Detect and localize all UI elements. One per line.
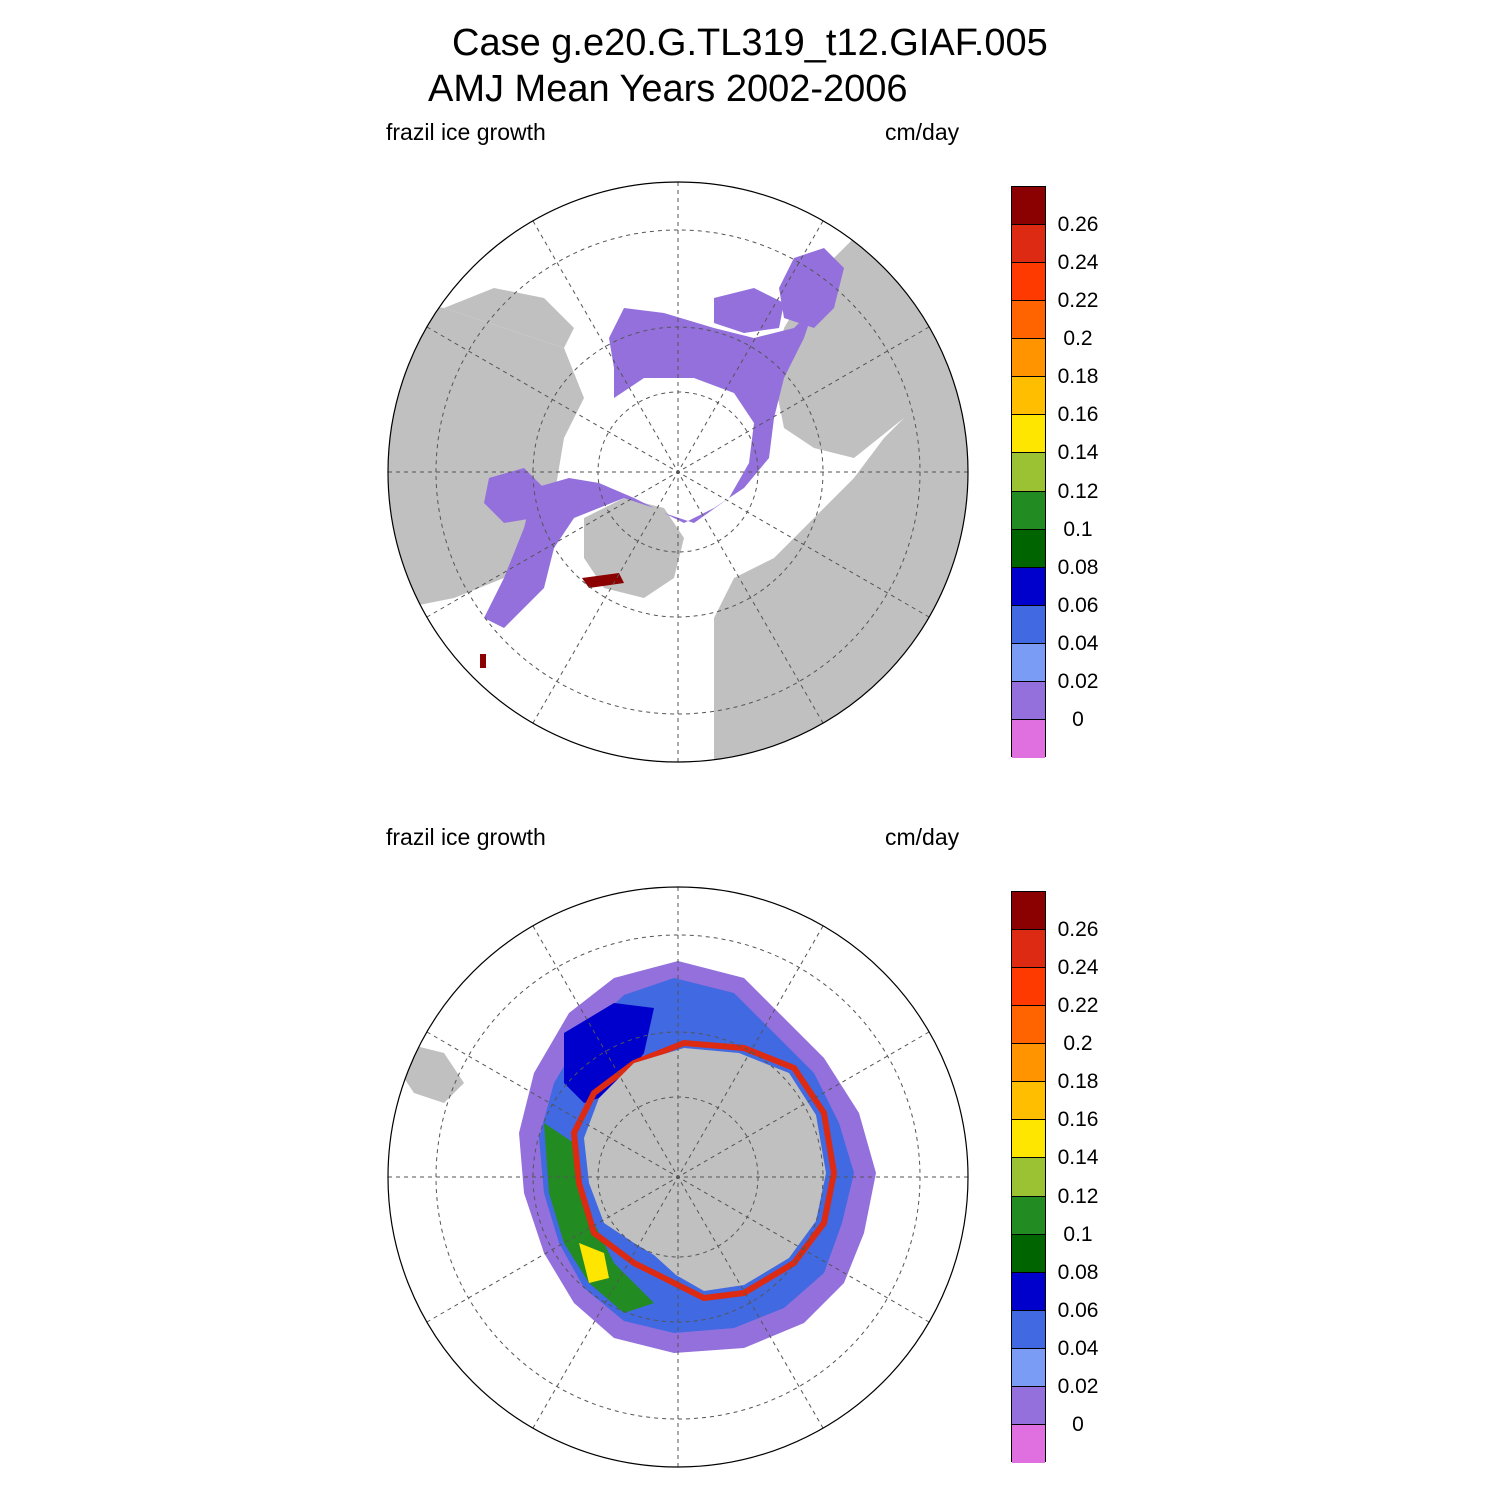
colorbar-box	[1012, 643, 1045, 682]
colorbar-tick-label: 0.04	[1057, 631, 1099, 655]
colorbar-box	[1012, 453, 1045, 492]
south-variable-label: frazil ice growth	[386, 824, 546, 850]
colorbar-box	[1012, 491, 1045, 530]
north-high-growth-spot	[480, 654, 486, 668]
colorbar-box	[1012, 301, 1045, 340]
north-okhotsk-ice	[714, 288, 784, 333]
colorbar-tick-label: 0.16	[1057, 403, 1099, 427]
colorbar-tick-label: 0.2	[1063, 327, 1093, 351]
colorbar-tick-label: 0.18	[1057, 1070, 1099, 1094]
colorbar-box	[1012, 187, 1045, 226]
south-ice-growth-darkblue	[564, 1003, 654, 1103]
north-arctic-ice	[484, 278, 844, 628]
south-ice-growth-green	[544, 1123, 654, 1313]
colorbar-tick-label: 0.2	[1063, 1032, 1093, 1056]
colorbar-box	[1012, 567, 1045, 606]
colorbar-tick-label: 0.12	[1057, 1184, 1099, 1208]
south-colorbar	[1011, 891, 1046, 1463]
north-hudson-ice	[484, 468, 544, 523]
colorbar-tick-label: 0.06	[1057, 1298, 1099, 1322]
colorbar-tick-label: 0.06	[1057, 593, 1099, 617]
colorbar-box	[1012, 529, 1045, 568]
colorbar-tick-label: 0.14	[1057, 441, 1099, 465]
colorbar-tick-label: 0.12	[1057, 479, 1099, 503]
colorbar-box	[1012, 1006, 1045, 1045]
colorbar-box	[1012, 1158, 1045, 1197]
colorbar-box	[1012, 415, 1045, 454]
colorbar-box	[1012, 225, 1045, 264]
colorbar-box	[1012, 377, 1045, 416]
colorbar-tick-label: 0.24	[1057, 956, 1099, 980]
colorbar-tick-label: 0.18	[1057, 365, 1099, 389]
south-antarctica-land	[584, 1048, 826, 1291]
colorbar-tick-label: 0.26	[1057, 213, 1099, 237]
colorbar-tick-label: 0.04	[1057, 1336, 1099, 1360]
colorbar-tick-label: 0.16	[1057, 1108, 1099, 1132]
colorbar-tick-label: 0.26	[1057, 918, 1099, 942]
colorbar-tick-label: 0.22	[1057, 994, 1099, 1018]
colorbar-tick-label: 0.08	[1057, 1260, 1099, 1284]
colorbar-tick-label: 0.24	[1057, 251, 1099, 275]
south-polar-map	[387, 886, 969, 1468]
colorbar-box	[1012, 263, 1045, 302]
north-asia-east-land	[444, 288, 574, 348]
colorbar-box	[1012, 1234, 1045, 1273]
south-ice-growth-yellow	[579, 1243, 609, 1283]
north-variable-label: frazil ice growth	[386, 119, 546, 145]
colorbar-tick-label: 0	[1072, 1412, 1084, 1436]
colorbar-box	[1012, 1348, 1045, 1387]
south-units-label: cm/day	[885, 824, 960, 850]
colorbar-box	[1012, 1196, 1045, 1235]
south-coastal-high-growth	[570, 1039, 838, 1302]
north-polar-map	[387, 181, 969, 763]
colorbar-box	[1012, 681, 1045, 720]
colorbar-box	[1012, 339, 1045, 378]
colorbar-box	[1012, 1272, 1045, 1311]
colorbar-tick-label: 0.02	[1057, 669, 1099, 693]
colorbar-box	[1012, 719, 1045, 758]
colorbar-tick-label: 0.08	[1057, 555, 1099, 579]
colorbar-box	[1012, 892, 1045, 931]
colorbar-tick-label: 0.22	[1057, 289, 1099, 313]
colorbar-box	[1012, 1044, 1045, 1083]
colorbar-tick-label: 0.1	[1063, 1222, 1093, 1246]
colorbar-box	[1012, 930, 1045, 969]
colorbar-box	[1012, 1082, 1045, 1121]
figure-title-line1: Case g.e20.G.TL319_t12.GIAF.005	[452, 22, 1048, 64]
colorbar-box	[1012, 1310, 1045, 1349]
figure-title-line2: AMJ Mean Years 2002-2006	[428, 68, 908, 110]
colorbar-box	[1012, 1120, 1045, 1159]
north-colorbar	[1011, 186, 1046, 758]
colorbar-box	[1012, 968, 1045, 1007]
colorbar-tick-label: 0.1	[1063, 517, 1093, 541]
colorbar-tick-label: 0	[1072, 707, 1084, 731]
colorbar-box	[1012, 1424, 1045, 1463]
north-bering-ice	[779, 248, 844, 328]
colorbar-box	[1012, 605, 1045, 644]
colorbar-tick-label: 0.14	[1057, 1146, 1099, 1170]
colorbar-tick-label: 0.02	[1057, 1374, 1099, 1398]
colorbar-box	[1012, 1386, 1045, 1425]
north-units-label: cm/day	[885, 119, 960, 145]
